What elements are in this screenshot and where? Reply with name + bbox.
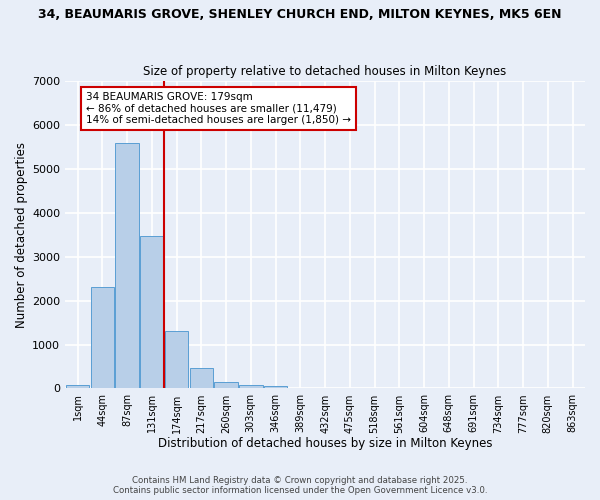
Bar — [190, 368, 213, 388]
Text: 34 BEAUMARIS GROVE: 179sqm
← 86% of detached houses are smaller (11,479)
14% of : 34 BEAUMARIS GROVE: 179sqm ← 86% of deta… — [86, 92, 351, 125]
Bar — [165, 330, 188, 388]
X-axis label: Distribution of detached houses by size in Milton Keynes: Distribution of detached houses by size … — [158, 437, 493, 450]
Bar — [115, 142, 139, 388]
Bar — [140, 236, 164, 388]
Title: Size of property relative to detached houses in Milton Keynes: Size of property relative to detached ho… — [143, 66, 507, 78]
Bar — [91, 288, 114, 388]
Bar — [239, 386, 263, 388]
Text: 34, BEAUMARIS GROVE, SHENLEY CHURCH END, MILTON KEYNES, MK5 6EN: 34, BEAUMARIS GROVE, SHENLEY CHURCH END,… — [38, 8, 562, 20]
Bar — [66, 385, 89, 388]
Bar — [214, 382, 238, 388]
Bar — [264, 386, 287, 388]
Text: Contains HM Land Registry data © Crown copyright and database right 2025.
Contai: Contains HM Land Registry data © Crown c… — [113, 476, 487, 495]
Y-axis label: Number of detached properties: Number of detached properties — [15, 142, 28, 328]
